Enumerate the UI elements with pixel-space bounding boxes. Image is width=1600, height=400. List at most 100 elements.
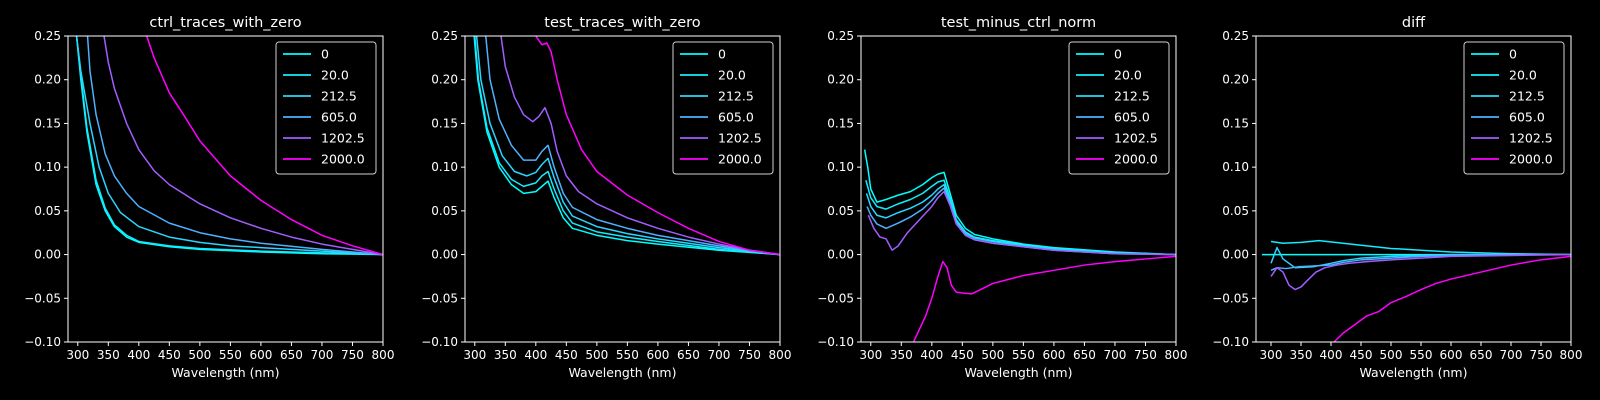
series-line-605.0 xyxy=(86,36,383,256)
y-tick-label: −0.05 xyxy=(1212,291,1249,305)
y-tick-label: 0.15 xyxy=(34,116,61,130)
legend-label: 605.0 xyxy=(1509,110,1545,125)
x-tick-label: 500 xyxy=(981,348,1004,362)
x-tick-label: 750 xyxy=(1134,348,1157,362)
x-tick-label: 500 xyxy=(188,348,211,362)
series-line-212.5 xyxy=(1270,246,1571,269)
legend-label: 212.5 xyxy=(321,89,357,104)
series-line-2000.0 xyxy=(1333,255,1571,342)
series-line-1202.5 xyxy=(103,36,383,256)
x-axis-label: Wavelength (nm) xyxy=(172,365,280,380)
series-line-1202.5 xyxy=(500,36,780,256)
x-tick-label: 550 xyxy=(616,348,639,362)
x-tick-label: 550 xyxy=(219,348,242,362)
legend-label: 0 xyxy=(321,47,329,62)
legend: 0 20.0 212.5 605.0 1202.5 2000.0 xyxy=(672,41,774,175)
x-tick-label: 600 xyxy=(646,348,669,362)
panel-title: test_minus_ctrl_norm xyxy=(941,15,1096,31)
x-tick-label: 550 xyxy=(1410,348,1433,362)
x-tick-label: 600 xyxy=(1042,348,1065,362)
x-tick-label: 450 xyxy=(555,348,578,362)
y-tick-label: −0.10 xyxy=(24,335,61,349)
series-line-2000.0 xyxy=(535,36,780,256)
legend-label: 0 xyxy=(718,47,726,62)
legend-label: 2000.0 xyxy=(718,152,762,167)
x-tick-label: 800 xyxy=(1165,348,1188,362)
x-tick-label: 800 xyxy=(769,348,792,362)
legend-label: 20.0 xyxy=(321,68,349,83)
x-tick-label: 350 xyxy=(890,348,913,362)
legend: 0 20.0 212.5 605.0 1202.5 2000.0 xyxy=(1068,41,1170,175)
series-line-20.0 xyxy=(75,36,383,256)
series-group xyxy=(75,36,383,256)
x-tick-label: 700 xyxy=(1500,348,1523,362)
legend-label: 2000.0 xyxy=(1509,152,1553,167)
y-tick-label: 0.25 xyxy=(431,29,458,43)
series-line-605.0 xyxy=(485,36,780,256)
legend-label: 2000.0 xyxy=(321,152,365,167)
panel-4: 300 350 400 450 500 550 600 650 700 750 800 −0.10 −0… xyxy=(1212,15,1582,380)
x-tick-label: 350 xyxy=(97,348,120,362)
x-axis-label: Wavelength (nm) xyxy=(569,365,677,380)
y-tick-label: 0.05 xyxy=(827,204,854,218)
x-tick-label: 350 xyxy=(494,348,517,362)
y-tick-label: 0.05 xyxy=(34,204,61,218)
x-tick-label: 600 xyxy=(249,348,272,362)
x-tick-label: 800 xyxy=(372,348,395,362)
y-tick-label: 0.20 xyxy=(34,73,61,87)
y-tick-label: 0.10 xyxy=(34,160,61,174)
panel-title: ctrl_traces_with_zero xyxy=(149,15,301,31)
x-tick-label: 500 xyxy=(1380,348,1403,362)
series-line-2000.0 xyxy=(912,255,1176,342)
y-tick-label: 0.15 xyxy=(431,116,458,130)
series-line-212.5 xyxy=(865,183,1176,256)
x-tick-label: 650 xyxy=(280,348,303,362)
legend-label: 212.5 xyxy=(718,89,754,104)
x-tick-label: 650 xyxy=(1470,348,1493,362)
y-tick-label: 0.25 xyxy=(827,29,854,43)
y-tick-label: −0.10 xyxy=(1212,335,1249,349)
y-tick-label: −0.05 xyxy=(817,291,854,305)
x-tick-label: 300 xyxy=(859,348,882,362)
series-line-1202.5 xyxy=(1270,253,1571,291)
y-tick-label: −0.05 xyxy=(24,291,61,305)
x-axis-label: Wavelength (nm) xyxy=(965,365,1073,380)
legend: 0 20.0 212.5 605.0 1202.5 2000.0 xyxy=(1463,41,1565,175)
x-tick-label: 700 xyxy=(1104,348,1127,362)
x-tick-label: 300 xyxy=(1260,348,1283,362)
y-tick-label: 0.10 xyxy=(431,160,458,174)
legend-label: 20.0 xyxy=(718,68,746,83)
axes-frame xyxy=(860,35,1177,343)
axes-frame xyxy=(1255,35,1572,343)
y-tick-label: −0.10 xyxy=(421,335,458,349)
series-line-2000.0 xyxy=(146,36,383,256)
legend: 0 20.0 212.5 605.0 1202.5 2000.0 xyxy=(275,41,377,175)
y-tick-label: 0.20 xyxy=(431,73,458,87)
x-tick-label: 650 xyxy=(1073,348,1096,362)
series-line-20.0 xyxy=(865,179,1176,256)
y-tick-label: 0.15 xyxy=(1222,116,1249,130)
legend-label: 1202.5 xyxy=(1509,131,1553,146)
x-tick-label: 450 xyxy=(1350,348,1373,362)
series-line-1202.5 xyxy=(867,190,1176,256)
series-line-20.0 xyxy=(474,36,780,256)
series-line-212.5 xyxy=(475,36,780,256)
y-tick-label: −0.10 xyxy=(817,335,854,349)
legend-label: 1202.5 xyxy=(1114,131,1158,146)
x-tick-label: 400 xyxy=(920,348,943,362)
panel-2: 300 350 400 450 500 550 600 650 700 750 800 −0.10 −0… xyxy=(421,15,791,380)
y-tick-label: 0.15 xyxy=(827,116,854,130)
x-tick-label: 750 xyxy=(738,348,761,362)
legend-label: 0 xyxy=(1114,47,1122,62)
panel-1: 300 350 400 450 500 550 600 650 700 750 800 −0.10 −0… xyxy=(24,15,394,380)
x-tick-label: 300 xyxy=(66,348,89,362)
legend-label: 0 xyxy=(1509,47,1517,62)
x-tick-label: 750 xyxy=(1530,348,1553,362)
legend-label: 1202.5 xyxy=(321,131,365,146)
y-tick-label: 0.20 xyxy=(827,73,854,87)
y-tick-label: 0.00 xyxy=(827,248,854,262)
x-axis-label: Wavelength (nm) xyxy=(1360,365,1468,380)
series-line-0 xyxy=(473,36,780,256)
y-tick-label: 0.00 xyxy=(34,248,61,262)
